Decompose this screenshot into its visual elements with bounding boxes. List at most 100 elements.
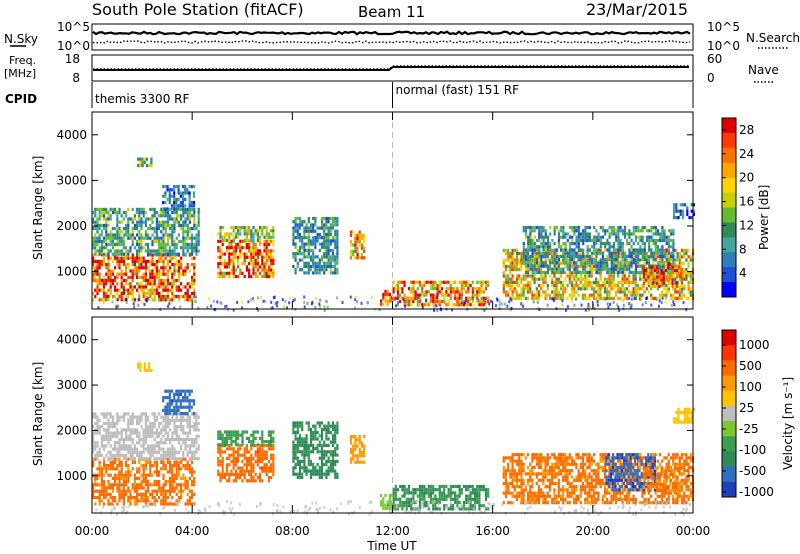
data-cell (127, 295, 130, 299)
data-cell (303, 252, 306, 256)
data-cell (634, 258, 637, 262)
data-cell (239, 255, 242, 259)
data-cell (197, 220, 200, 224)
data-cell (443, 296, 446, 300)
data-cell (243, 453, 246, 457)
data-cell (92, 473, 95, 477)
data-cell (116, 214, 119, 218)
data-cell (182, 233, 185, 237)
data-cell (129, 450, 132, 454)
data-cell (169, 464, 172, 468)
data-cell (111, 243, 114, 247)
data-cell (586, 248, 589, 252)
ground-cell (484, 299, 487, 303)
data-cell (125, 470, 128, 474)
data-cell (445, 303, 448, 307)
data-cell (245, 232, 248, 236)
data-cell (118, 418, 121, 422)
data-cell (226, 262, 229, 266)
data-cell (263, 249, 266, 253)
data-cell (250, 466, 253, 470)
data-cell (149, 428, 152, 432)
data-cell (191, 207, 194, 211)
data-cell (515, 277, 519, 281)
data-cell (109, 502, 112, 506)
data-cell (307, 220, 310, 224)
data-cell (445, 280, 448, 284)
data-cell (107, 434, 110, 438)
data-cell (354, 249, 357, 253)
data-cell (219, 274, 222, 279)
data-cell (133, 473, 136, 477)
data-cell (513, 248, 516, 252)
data-cell (103, 217, 106, 221)
data-cell (522, 248, 525, 252)
data-cell (103, 480, 106, 484)
data-cell (195, 457, 198, 461)
data-cell (118, 453, 121, 458)
data-cell (94, 269, 97, 273)
data-cell (325, 268, 328, 272)
data-cell (180, 256, 183, 260)
data-cell (191, 453, 194, 458)
data-cell (612, 258, 616, 262)
data-cell (118, 230, 121, 234)
data-cell (151, 464, 154, 468)
data-cell (320, 223, 324, 227)
ground-cell (672, 300, 675, 304)
data-cell (193, 415, 196, 419)
data-cell (160, 415, 163, 419)
data-cell (438, 283, 441, 288)
data-cell (405, 299, 408, 304)
data-cell (144, 243, 147, 247)
data-cell (223, 252, 226, 256)
data-cell (226, 238, 229, 242)
data-cell (252, 271, 255, 275)
data-cell (667, 287, 670, 291)
data-cell (245, 444, 248, 448)
data-cell (329, 223, 332, 227)
data-cell (180, 282, 183, 286)
ground-cell (102, 301, 105, 305)
data-cell (228, 246, 231, 250)
data-cell (138, 421, 141, 426)
data-cell (164, 450, 167, 454)
data-cell (158, 282, 161, 286)
data-cell (623, 277, 626, 281)
data-cell (259, 472, 262, 476)
data-cell (267, 232, 270, 236)
data-cell (248, 229, 251, 233)
data-cell (301, 220, 304, 224)
data-cell (186, 418, 189, 422)
data-cell (451, 303, 455, 307)
data-cell (553, 287, 556, 291)
data-cell (151, 256, 154, 260)
data-cell (114, 227, 117, 231)
data-cell (111, 252, 114, 256)
data-cell (180, 227, 183, 231)
data-cell (109, 453, 112, 458)
data-cell (184, 204, 187, 208)
data-cell (129, 437, 132, 442)
data-cell (573, 277, 576, 281)
freq-unit: [MHz] (4, 67, 36, 80)
data-cell (263, 463, 266, 467)
data-cell (623, 290, 626, 294)
data-cell (250, 229, 253, 233)
data-cell (261, 479, 264, 483)
ground-cell (501, 302, 503, 306)
data-cell (672, 287, 675, 291)
data-cell (191, 492, 194, 496)
data-cell (188, 252, 191, 256)
data-cell (396, 287, 400, 291)
data-cell (127, 434, 130, 438)
data-cell (184, 207, 187, 211)
data-cell (518, 293, 521, 297)
data-cell (175, 431, 178, 435)
data-cell (105, 282, 108, 286)
data-cell (142, 428, 145, 432)
data-cell (166, 249, 169, 253)
ground-cell (303, 295, 306, 299)
data-cell (164, 201, 167, 205)
data-cell (663, 232, 666, 236)
